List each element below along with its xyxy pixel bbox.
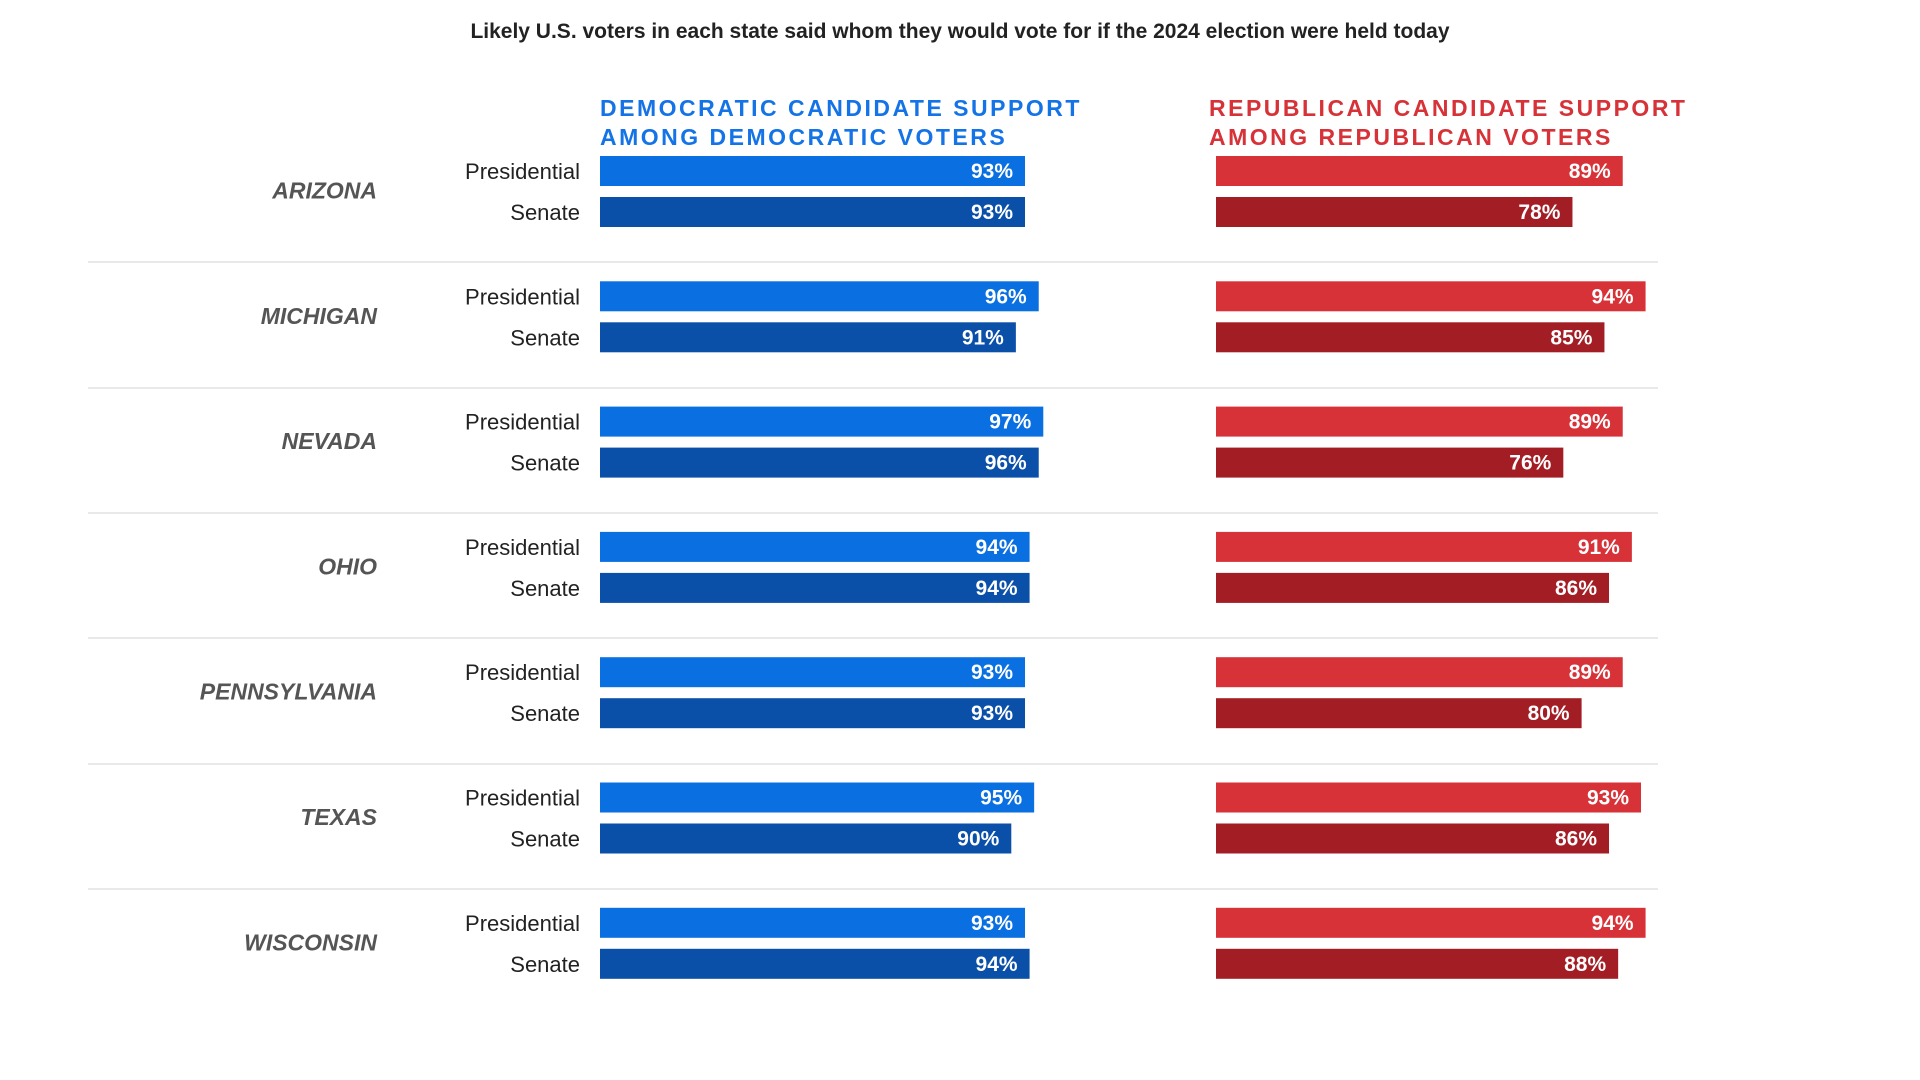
democratic-header-line-1: DEMOCRATIC CANDIDATE SUPPORT [600,95,1082,121]
dem-senate-bar-pennsylvania [600,698,1026,729]
rep-senate-bar-nevada [1216,447,1564,478]
row-label-presidential: Presidential [465,410,580,435]
row-label-senate: Senate [510,576,580,601]
rep-presidential-bar-ohio [1216,531,1632,562]
row-label-senate: Senate [510,451,580,476]
dem-presidential-value-wisconsin: 93% [971,912,1013,935]
rep-senate-value-ohio: 86% [1555,577,1597,600]
rep-senate-value-texas: 86% [1555,828,1597,851]
dem-presidential-bar-wisconsin [600,907,1026,938]
rep-presidential-bar-pennsylvania [1216,657,1623,688]
republican-header-line-2: AMONG REPUBLICAN VOTERS [1209,124,1613,150]
dem-senate-value-wisconsin: 94% [976,953,1018,976]
rep-presidential-value-arizona: 89% [1569,160,1611,183]
dem-presidential-bar-michigan [600,281,1039,312]
rep-presidential-value-wisconsin: 94% [1592,912,1634,935]
dem-presidential-bar-ohio [600,531,1030,562]
rep-senate-bar-michigan [1216,322,1605,353]
dem-presidential-value-michigan: 96% [985,285,1027,308]
dem-presidential-value-arizona: 93% [971,160,1013,183]
row-label-senate: Senate [510,952,580,977]
row-label-senate: Senate [510,701,580,726]
rep-senate-value-arizona: 78% [1518,201,1560,224]
rep-presidential-bar-michigan [1216,281,1646,312]
rep-senate-bar-pennsylvania [1216,698,1582,729]
rep-senate-value-wisconsin: 88% [1564,953,1606,976]
democratic-header-line-2: AMONG DEMOCRATIC VOTERS [600,124,1008,150]
rep-senate-bar-ohio [1216,572,1610,603]
rep-presidential-bar-wisconsin [1216,907,1646,938]
dem-senate-bar-wisconsin [600,948,1030,979]
rep-presidential-value-nevada: 89% [1569,411,1611,434]
row-label-presidential: Presidential [465,284,580,309]
dem-senate-value-pennsylvania: 93% [971,702,1013,725]
rep-presidential-value-michigan: 94% [1592,285,1634,308]
row-label-presidential: Presidential [465,660,580,685]
dem-senate-bar-texas [600,823,1012,854]
democratic-column-header: DEMOCRATIC CANDIDATE SUPPORT AMONG DEMOC… [600,94,1082,152]
dem-senate-value-nevada: 96% [985,452,1027,475]
dem-presidential-value-pennsylvania: 93% [971,661,1013,684]
row-label-presidential: Presidential [465,535,580,560]
rep-senate-value-nevada: 76% [1509,452,1551,475]
state-label-wisconsin: WISCONSIN [244,929,377,955]
dem-presidential-bar-texas [600,782,1035,813]
republican-header-line-1: REPUBLICAN CANDIDATE SUPPORT [1209,95,1688,121]
dem-presidential-value-texas: 95% [980,787,1022,810]
dem-presidential-bar-nevada [600,406,1044,437]
row-label-presidential: Presidential [465,159,580,184]
row-label-senate: Senate [510,325,580,350]
rep-presidential-bar-nevada [1216,406,1623,437]
dem-presidential-bar-pennsylvania [600,657,1026,688]
dem-presidential-value-ohio: 94% [976,536,1018,559]
rep-senate-value-pennsylvania: 80% [1528,702,1570,725]
state-label-ohio: OHIO [318,553,377,579]
dem-senate-bar-michigan [600,322,1016,353]
rep-senate-bar-wisconsin [1216,948,1619,979]
chart-title: Likely U.S. voters in each state said wh… [470,20,1450,43]
dem-senate-value-arizona: 93% [971,201,1013,224]
rep-senate-bar-texas [1216,823,1610,854]
row-label-presidential: Presidential [465,911,580,936]
dem-senate-bar-nevada [600,447,1039,478]
state-label-pennsylvania: PENNSYLVANIA [200,679,377,705]
rep-presidential-bar-arizona [1216,156,1623,186]
dem-senate-value-ohio: 94% [976,577,1018,600]
dem-senate-value-michigan: 91% [962,326,1004,349]
state-label-arizona: ARIZONA [271,178,377,204]
rep-senate-bar-arizona [1216,197,1573,227]
state-label-nevada: NEVADA [282,428,377,454]
state-label-texas: TEXAS [300,804,377,830]
dem-senate-bar-arizona [600,197,1026,227]
rep-presidential-value-pennsylvania: 89% [1569,661,1611,684]
dem-senate-bar-ohio [600,572,1030,603]
row-label-senate: Senate [510,827,580,852]
dem-presidential-bar-arizona [600,156,1026,186]
row-label-senate: Senate [510,200,580,225]
republican-column-header: REPUBLICAN CANDIDATE SUPPORT AMONG REPUB… [1209,94,1687,152]
row-label-presidential: Presidential [465,786,580,811]
rep-presidential-value-texas: 93% [1587,787,1629,810]
rep-presidential-bar-texas [1216,782,1642,813]
dem-presidential-value-nevada: 97% [989,411,1031,434]
rep-presidential-value-ohio: 91% [1578,536,1620,559]
rep-senate-value-michigan: 85% [1550,326,1592,349]
dem-senate-value-texas: 90% [957,828,999,851]
state-label-michigan: MICHIGAN [261,303,378,329]
